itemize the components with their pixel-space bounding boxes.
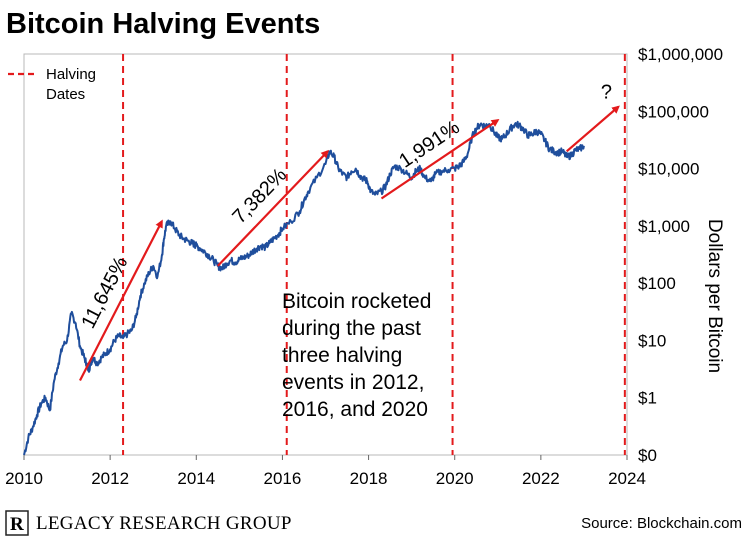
y-axis-label: Dollars per Bitcoin	[704, 219, 725, 373]
x-tick-label: 2018	[350, 469, 388, 488]
plot-area	[23, 53, 628, 456]
annotation-line-5: 2016, and 2020	[282, 398, 428, 421]
x-tick-label: 2022	[522, 469, 560, 488]
annotation-line-4: events in 2012,	[282, 371, 424, 394]
brand-name: LEGACY RESEARCH GROUP	[36, 513, 292, 534]
x-tick-label: 2024	[608, 469, 646, 488]
legend-label-line2: Dates	[46, 86, 85, 103]
brand-logo-letter: R	[10, 514, 24, 535]
price-line	[23, 120, 585, 456]
brand-logo: R LEGACY RESEARCH GROUP	[5, 510, 292, 536]
annotation-text: Bitcoin rocketed during the past three h…	[282, 290, 431, 421]
source-note: Source: Blockchain.com	[581, 515, 742, 532]
trend-arrow-1	[79, 219, 163, 381]
legend-label-line1: Halving	[46, 66, 96, 83]
trend-arrow-4	[565, 105, 620, 153]
x-axis: 2010 2012 2014 2016 2018 2020 2022 2024	[5, 455, 646, 488]
x-tick-label: 2012	[91, 469, 129, 488]
y-tick-label: $1	[638, 389, 657, 408]
brand-logo-box	[5, 510, 29, 536]
annotation-line-1: Bitcoin rocketed	[282, 290, 431, 313]
y-tick-label: $1,000	[638, 217, 690, 236]
x-tick-label: 2014	[177, 469, 215, 488]
legend: Halving Dates	[8, 66, 96, 103]
halving-lines	[122, 54, 626, 455]
price-series	[23, 120, 585, 456]
y-tick-label: $100,000	[638, 102, 709, 121]
y-tick-label: $1,000,000	[638, 45, 723, 64]
x-tick-label: 2020	[436, 469, 474, 488]
x-tick-label: 2016	[264, 469, 302, 488]
y-axis: $0 $1 $10 $100 $1,000 $10,000 $100,000 $1,000,0…	[638, 45, 723, 465]
chart-title: Bitcoin Halving Events	[6, 8, 320, 40]
x-tick-label: 2010	[5, 469, 43, 488]
y-tick-label: $10,000	[638, 160, 699, 179]
annotation-line-3: three halving	[282, 344, 402, 367]
trend-label-4: ?	[601, 82, 612, 104]
y-tick-label: $100	[638, 274, 676, 293]
trend-arrow-3	[380, 119, 500, 200]
y-tick-label: $10	[638, 331, 666, 350]
trend-arrow-2	[217, 149, 330, 267]
y-tick-label: $0	[638, 446, 657, 465]
annotation-line-2: during the past	[282, 317, 421, 340]
